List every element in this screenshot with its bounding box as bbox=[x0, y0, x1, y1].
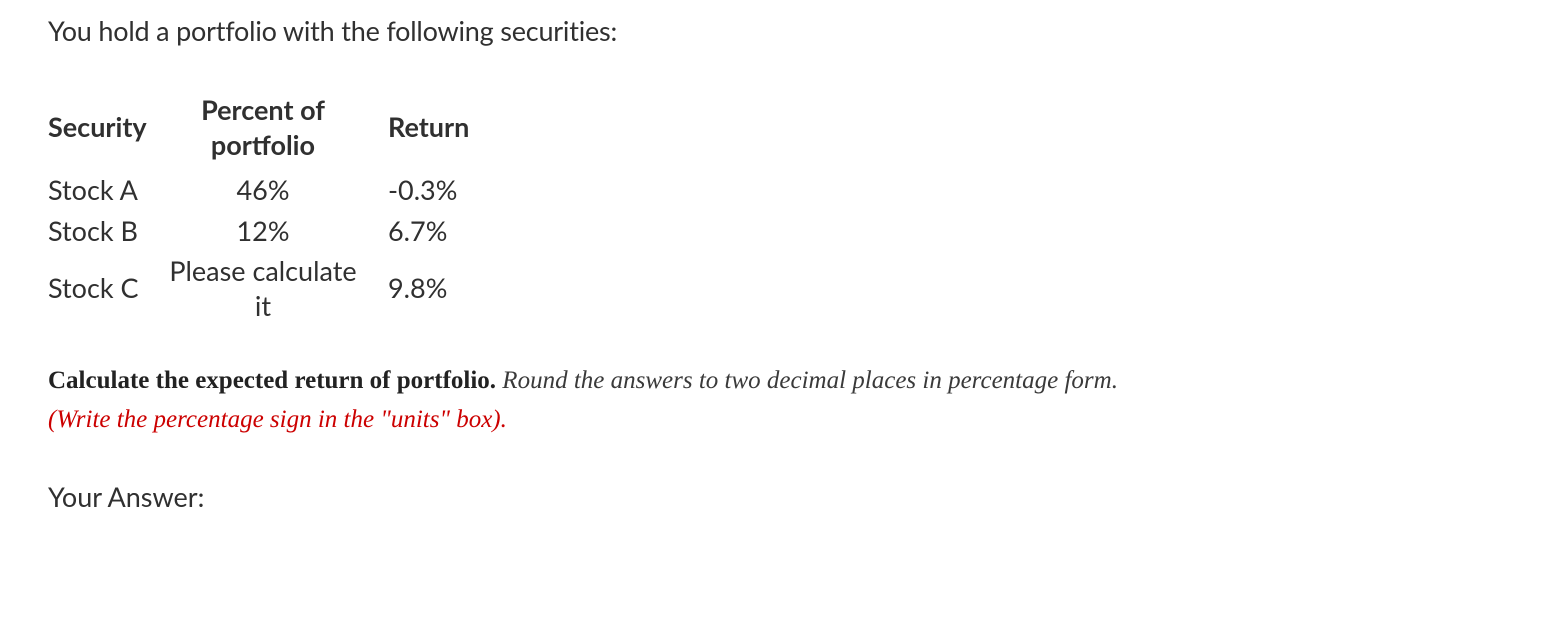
col-header-security: Security bbox=[48, 93, 168, 170]
question-container: You hold a portfolio with the following … bbox=[0, 0, 1544, 513]
instructions-text: Calculate the expected return of portfol… bbox=[48, 362, 1496, 440]
instruction-red: (Write the percentage sign in the "units… bbox=[48, 406, 507, 433]
table-row: Stock C Please calculate it 9.8% bbox=[48, 251, 548, 326]
intro-text: You hold a portfolio with the following … bbox=[48, 14, 1496, 47]
cell-security: Stock C bbox=[48, 251, 168, 326]
table-row: Stock A 46% -0.3% bbox=[48, 170, 548, 211]
cell-return: -0.3% bbox=[358, 170, 548, 211]
instruction-italic: Round the answers to two decimal places … bbox=[496, 367, 1118, 394]
answer-label: Your Answer: bbox=[48, 480, 1496, 513]
table-header-row: Security Percent of portfolio Return bbox=[48, 93, 548, 170]
cell-percent: 12% bbox=[168, 211, 358, 252]
cell-security: Stock B bbox=[48, 211, 168, 252]
cell-percent: 46% bbox=[168, 170, 358, 211]
col-header-percent: Percent of portfolio bbox=[168, 93, 358, 170]
cell-return: 6.7% bbox=[358, 211, 548, 252]
portfolio-table: Security Percent of portfolio Return Sto… bbox=[48, 93, 548, 326]
cell-security: Stock A bbox=[48, 170, 168, 211]
cell-return: 9.8% bbox=[358, 251, 548, 326]
table-row: Stock B 12% 6.7% bbox=[48, 211, 548, 252]
instruction-bold: Calculate the expected return of portfol… bbox=[48, 367, 496, 394]
cell-percent: Please calculate it bbox=[168, 251, 358, 326]
col-header-return: Return bbox=[358, 93, 548, 170]
